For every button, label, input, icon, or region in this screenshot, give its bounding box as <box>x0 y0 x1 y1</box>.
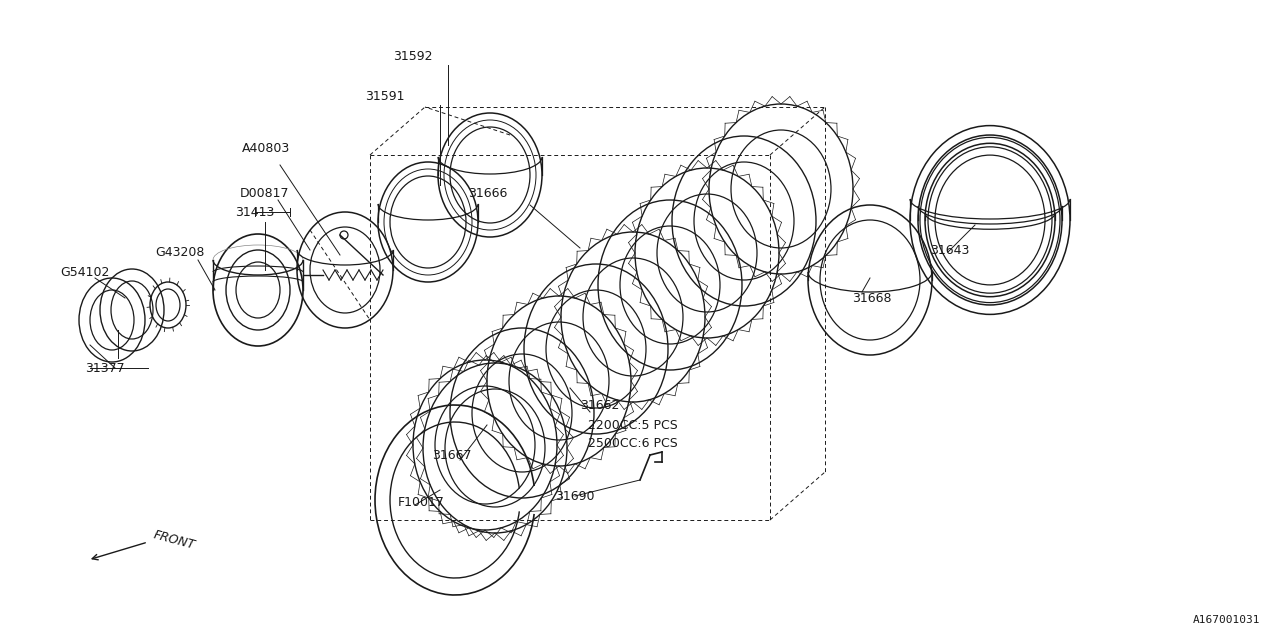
Text: 2200CC:5 PCS: 2200CC:5 PCS <box>588 419 677 431</box>
Text: G43208: G43208 <box>155 246 205 259</box>
Text: 2500CC:6 PCS: 2500CC:6 PCS <box>588 436 677 449</box>
Text: 31592: 31592 <box>393 49 433 63</box>
Text: A40803: A40803 <box>242 141 291 154</box>
Text: FRONT: FRONT <box>152 528 197 552</box>
Text: 31690: 31690 <box>556 490 594 502</box>
Text: F10017: F10017 <box>398 495 445 509</box>
Text: 31591: 31591 <box>365 90 404 102</box>
Text: D00817: D00817 <box>241 186 289 200</box>
Text: 31668: 31668 <box>852 291 891 305</box>
Text: 31662: 31662 <box>580 399 620 412</box>
Text: 31377: 31377 <box>84 362 124 374</box>
Text: A167001031: A167001031 <box>1193 615 1260 625</box>
Text: 31643: 31643 <box>931 243 969 257</box>
Text: 31666: 31666 <box>468 186 507 200</box>
Text: 31413: 31413 <box>236 205 274 218</box>
Text: 31667: 31667 <box>433 449 471 461</box>
Text: G54102: G54102 <box>60 266 109 278</box>
